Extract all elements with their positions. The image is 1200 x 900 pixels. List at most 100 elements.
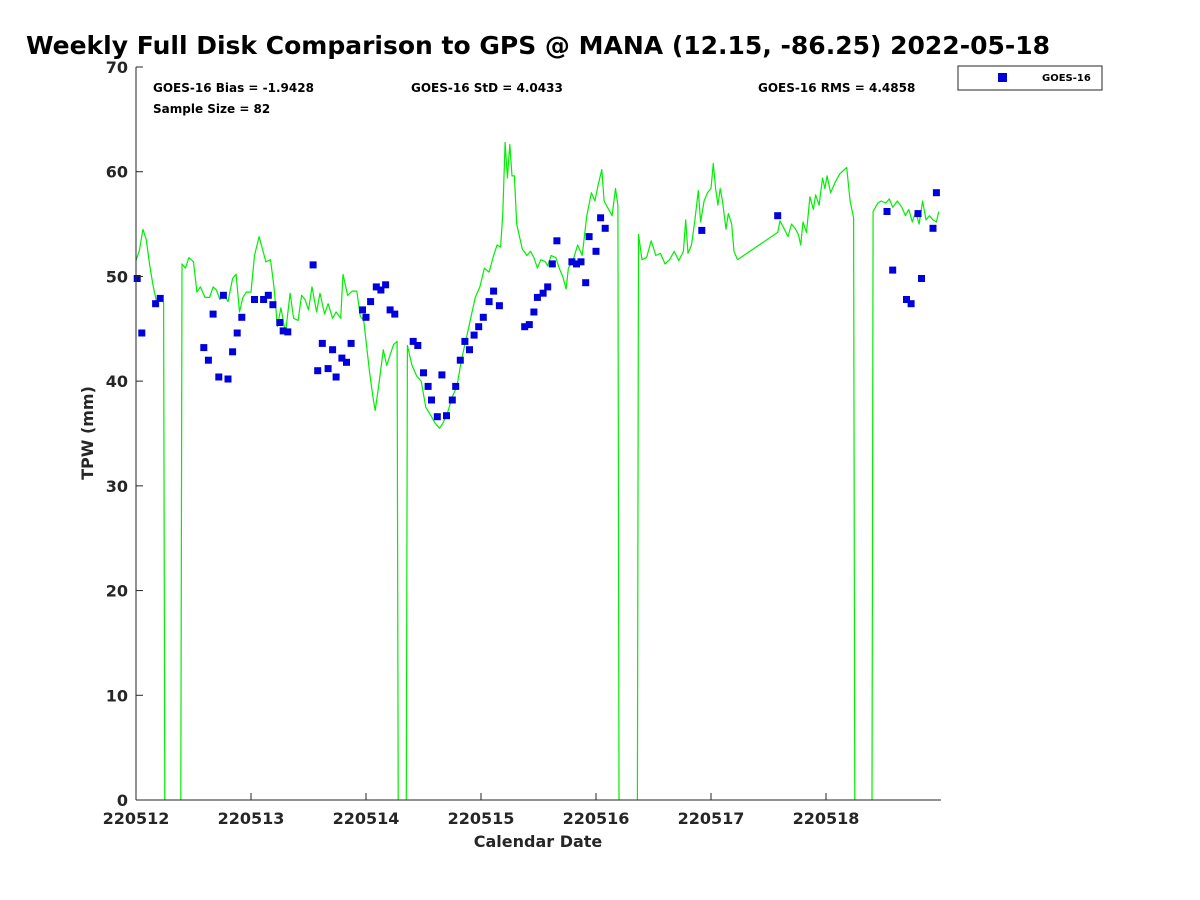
goes16-point [251,296,258,303]
x-tick-label: 220517 [678,809,745,828]
goes16-point [362,313,370,321]
goes16-point [433,413,441,421]
goes16-point [907,300,915,308]
x-tick-label: 220515 [448,809,515,828]
goes16-point [329,346,337,354]
goes16-point [260,296,268,303]
goes16-point [443,412,450,420]
goes16-point [485,298,493,306]
y-axis-label: TPW (mm) [78,386,97,480]
goes16-point [359,306,366,314]
x-tick-label: 220513 [218,809,285,828]
goes16-point [284,328,292,336]
gps-line-segment-4 [636,162,856,801]
x-tick-label: 220512 [103,809,170,828]
goes16-point [470,331,478,339]
goes16-marker-series [133,189,940,421]
goes16-point [448,396,456,404]
goes16-point [597,214,605,222]
goes16-point [525,321,533,329]
x-tick-label: 220514 [333,809,400,828]
goes16-point [238,313,246,321]
goes16-point [219,291,227,299]
bias-annotation: GOES-16 Bias = -1.9428 [153,81,314,95]
plot-area [136,67,941,800]
legend-label-goes16: GOES-16 [1042,73,1091,84]
goes16-point [343,358,350,366]
goes16-point [601,224,609,232]
goes16-point [883,208,891,215]
goes16-point [592,247,600,255]
rms-annotation: GOES-16 RMS = 4.4858 [758,81,915,95]
goes16-point [568,258,576,266]
goes16-point [490,287,498,295]
y-tick-label: 60 [106,163,128,182]
goes16-point [138,329,146,337]
goes16-point [367,298,375,306]
goes16-point [539,289,547,297]
goes16-point [903,296,910,303]
goes16-point [309,261,317,269]
goes16-point [929,224,937,232]
goes16-point [544,283,552,291]
goes16-point [479,313,487,321]
goes16-point [573,260,580,268]
goes16-point [428,396,435,404]
goes16-point [264,291,272,299]
goes16-point [582,279,590,287]
goes16-point [269,301,277,309]
goes16-point [229,348,237,356]
goes16-point [409,337,417,345]
gps-line-segment-2 [180,236,399,801]
goes16-point [698,226,706,234]
std-annotation: GOES-16 StD = 4.0433 [411,81,563,95]
goes16-point [382,281,390,289]
goes16-point [461,337,469,345]
goes16-point [233,329,241,337]
goes16-point [204,356,212,364]
goes16-point [521,323,529,331]
legend-box [957,65,1103,91]
goes16-point [424,382,432,390]
goes16-point [420,369,427,377]
goes16-point [156,294,164,302]
goes16-point [914,210,922,218]
goes16-point [889,266,897,274]
y-tick-label: 30 [106,477,128,496]
goes16-point [318,339,326,347]
y-axis-ticks: 0 10 20 30 40 50 60 70 [106,58,143,810]
goes16-point [530,308,538,316]
goes16-point [553,237,561,245]
goes16-point [276,319,284,326]
goes16-point [133,275,141,282]
goes16-point [774,212,782,220]
goes16-point [324,365,332,373]
goes16-point [548,260,556,268]
goes16-point [932,189,940,197]
goes16-point [533,293,541,301]
y-tick-label: 40 [106,372,128,391]
goes16-point [585,233,593,241]
goes16-point [452,382,460,390]
legend-marker-goes16 [998,73,1007,82]
goes16-point [215,373,223,381]
x-tick-label: 220516 [563,809,630,828]
y-tick-label: 20 [106,582,128,601]
y-tick-label: 70 [106,58,128,77]
goes16-point [414,342,422,349]
goes16-point [495,302,503,310]
y-tick-label: 10 [106,686,128,705]
goes16-point [391,310,399,318]
gps-line-segment-5 [871,198,940,801]
goes16-point [332,373,340,381]
y-tick-label: 50 [106,267,128,286]
goes16-point [372,283,380,291]
chart-title: Weekly Full Disk Comparison to GPS @ MAN… [26,31,1050,60]
goes16-point [279,327,287,335]
goes16-point [377,286,385,294]
goes16-point [918,275,925,282]
goes16-point [200,344,208,352]
x-axis-ticks: 220512 220513 220514 220515 220516 220517 2205… [103,793,859,828]
x-axis-label: Calendar Date [474,832,603,851]
